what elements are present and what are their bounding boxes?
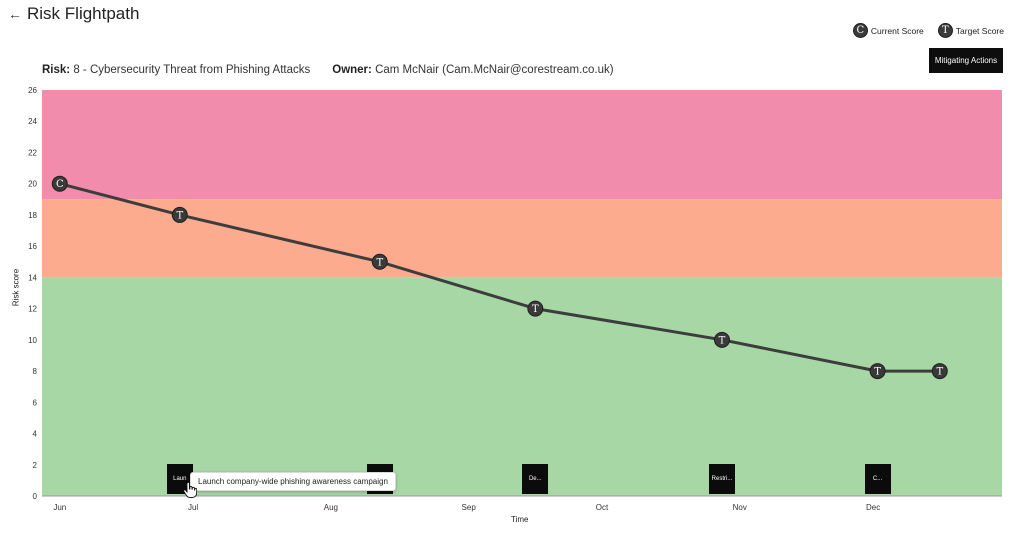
y-tick-label: 2 — [33, 461, 38, 470]
chart-legend: C Current Score T Target Score — [852, 23, 1004, 38]
x-tick-label: Jun — [53, 503, 66, 512]
risk-field: Risk: 8 - Cybersecurity Threat from Phis… — [42, 64, 310, 76]
mitigating-action-marker[interactable]: De... — [522, 464, 549, 494]
y-tick-label: 8 — [33, 367, 38, 376]
target-score-marker — [171, 206, 188, 223]
x-tick-label: Jul — [188, 503, 198, 512]
back-arrow-icon[interactable]: ← — [8, 6, 22, 22]
risk-zone-0 — [42, 90, 1002, 200]
mitigating-actions-button[interactable]: Mitigating Actions — [929, 48, 1003, 73]
owner-label: Owner: — [332, 64, 372, 76]
x-axis-title: Time — [511, 515, 529, 524]
x-tick-label: Dec — [866, 503, 880, 512]
y-tick-label: 22 — [28, 148, 37, 157]
legend-label-target: Target Score — [955, 25, 1004, 36]
y-tick-label: 6 — [33, 398, 38, 407]
target-score-marker-label: T — [532, 304, 539, 315]
target-score-marker-label: T — [719, 335, 726, 346]
risk-zone-1 — [42, 199, 1002, 278]
y-tick-label: 12 — [28, 305, 37, 314]
risk-zone-2 — [42, 277, 1002, 496]
legend-item-current[interactable]: C Current Score — [852, 23, 924, 38]
target-score-marker — [869, 363, 886, 380]
target-score-marker-label: T — [936, 367, 943, 378]
y-tick-label: 18 — [28, 211, 37, 220]
y-tick-label: 16 — [28, 242, 37, 251]
x-tick-label: Nov — [733, 503, 747, 512]
legend-item-target[interactable]: T Target Score — [937, 23, 1004, 38]
mitigating-action-marker[interactable]: C... — [864, 464, 891, 494]
target-score-marker — [371, 253, 388, 270]
target-score-marker-label: T — [176, 210, 183, 221]
risk-info: Risk: 8 - Cybersecurity Threat from Phis… — [42, 64, 614, 76]
x-tick-label: Sep — [462, 503, 477, 512]
page-title: Risk Flightpath — [27, 4, 140, 23]
owner-value: Cam McNair (Cam.McNair@corestream.co.uk) — [375, 64, 614, 76]
owner-field: Owner: Cam McNair (Cam.McNair@corestream… — [332, 64, 613, 76]
risk-value: 8 - Cybersecurity Threat from Phishing A… — [73, 64, 311, 76]
target-score-marker — [931, 363, 948, 380]
target-score-icon: T — [937, 23, 953, 38]
risk-label: Risk: — [42, 64, 71, 76]
legend-label-current: Current Score — [870, 25, 924, 36]
target-score-marker — [527, 300, 544, 317]
x-tick-label: Aug — [324, 503, 338, 512]
y-tick-label: 14 — [28, 273, 37, 282]
y-tick-label: 0 — [33, 492, 38, 501]
pointer-hand-icon — [183, 482, 197, 498]
target-score-marker — [714, 331, 730, 348]
current-score-marker — [51, 175, 68, 192]
target-score-marker-label: T — [874, 367, 881, 378]
y-tick-label: 24 — [28, 117, 37, 126]
y-tick-label: 10 — [28, 336, 37, 345]
mitigating-action-marker[interactable]: Restri... — [709, 464, 735, 494]
current-score-icon: C — [852, 23, 868, 38]
y-tick-label: 20 — [28, 180, 37, 189]
y-tick-label: 4 — [33, 430, 38, 439]
y-axis-title: Risk score — [11, 268, 21, 307]
current-score-marker-label: C — [56, 179, 64, 190]
header: ← Risk Flightpath — [0, 0, 1024, 30]
action-tooltip: Launch company-wide phishing awareness c… — [190, 472, 396, 491]
target-score-marker-label: T — [376, 257, 383, 268]
y-tick-label: 26 — [28, 86, 37, 95]
x-tick-label: Oct — [596, 503, 609, 512]
